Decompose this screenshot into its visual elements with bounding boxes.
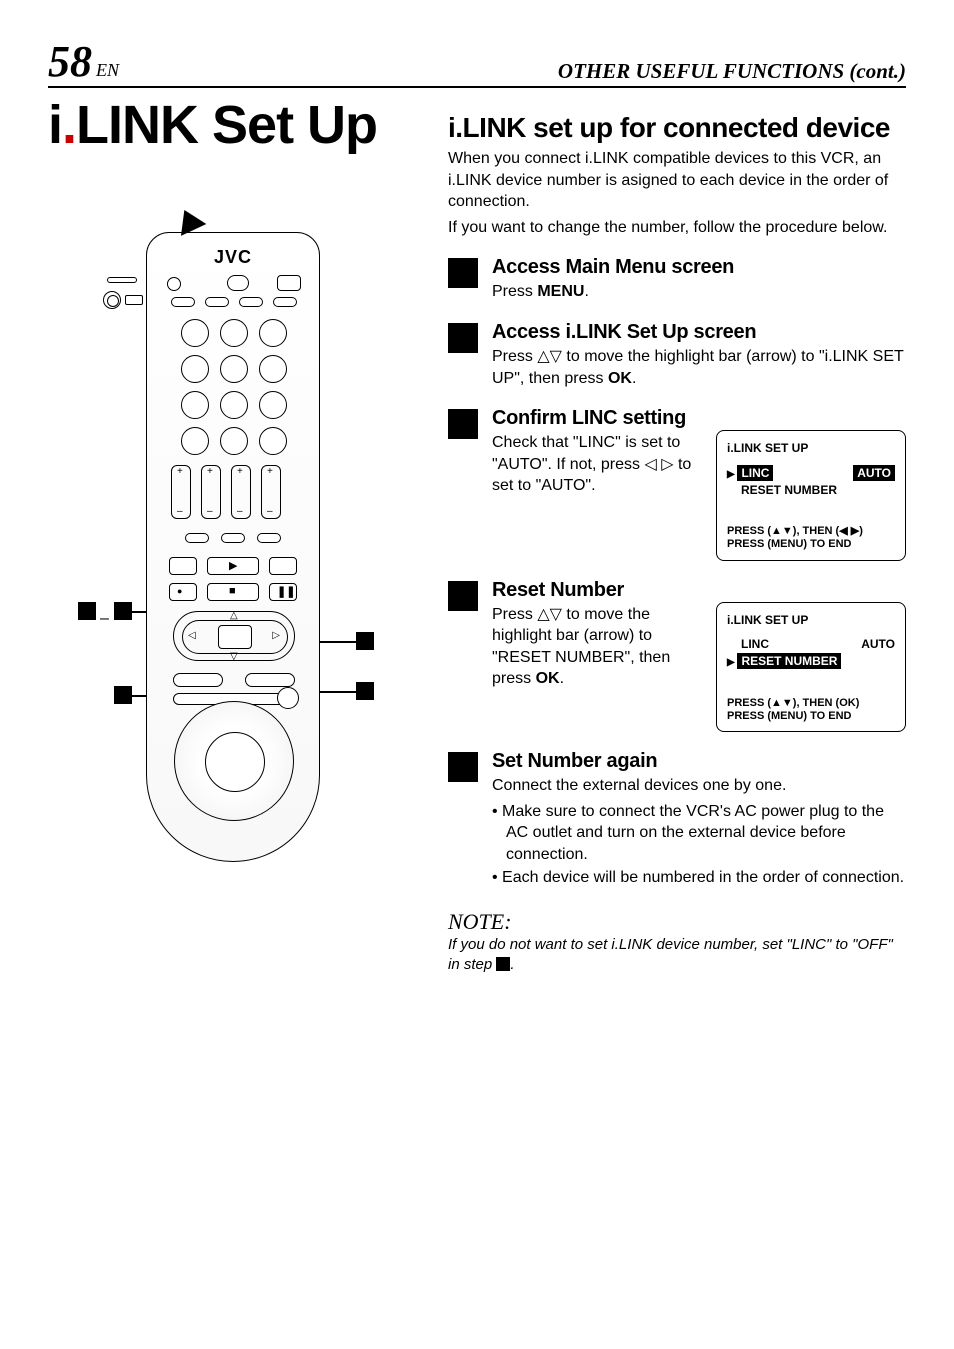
- stop-icon: ■: [229, 585, 236, 597]
- remote-btn: [259, 319, 287, 347]
- osd-auto: AUTO: [853, 465, 895, 481]
- osd-footer: PRESS (▲▼), THEN (OK) PRESS (MENU) TO EN…: [727, 697, 895, 723]
- play-icon: ▶: [229, 559, 237, 572]
- step-5: Set Number again Connect the external de…: [448, 750, 906, 889]
- note-heading: NOTE:: [448, 909, 906, 935]
- remote-emitter-icon: [172, 204, 207, 236]
- remote-btn: [181, 355, 209, 383]
- pointer-icon: ▶: [727, 657, 737, 668]
- remote-btn: [185, 533, 209, 543]
- step-title: Set Number again: [492, 750, 906, 773]
- step-body: Check that "LINC" is set to "AUTO". If n…: [492, 432, 704, 497]
- remote-btn: [220, 391, 248, 419]
- remote-btn: [245, 673, 295, 687]
- callout-box-a: [78, 602, 96, 620]
- step-1: Access Main Menu screen Press MENU.: [448, 256, 906, 303]
- callout-dash: –: [100, 610, 109, 628]
- remote-body: JVC: [146, 232, 320, 862]
- page-number-block: 58EN: [48, 40, 119, 84]
- osd-screen-2: i.LINK SET UP LINC AUTO ▶ RESET NUMBER P…: [716, 602, 906, 732]
- remote-btn: [205, 297, 229, 307]
- remote-btn: [227, 275, 249, 291]
- osd-linc: LINC: [737, 465, 773, 481]
- remote-btn: [171, 297, 195, 307]
- step-bullets: Make sure to connect the VCR's AC power …: [492, 801, 906, 889]
- step-ref-icon: [496, 957, 510, 971]
- remote-btn: [181, 319, 209, 347]
- page-number: 58: [48, 37, 92, 86]
- step-4: Reset Number Press △▽ to move the highli…: [448, 579, 906, 732]
- osd-reset: RESET NUMBER: [737, 653, 841, 669]
- intro-p1: When you connect i.LINK compatible devic…: [448, 148, 906, 213]
- step-marker: [448, 323, 478, 353]
- pause-icon: ❚❚: [277, 585, 295, 598]
- remote-btn: [257, 533, 281, 543]
- callout-box-b: [114, 602, 132, 620]
- bullet: Each device will be numbered in the orde…: [492, 867, 906, 889]
- header: 58EN OTHER USEFUL FUNCTIONS (cont.): [48, 40, 906, 88]
- step-title: Access Main Menu screen: [492, 256, 906, 279]
- remote-btn: [173, 673, 223, 687]
- osd-title: i.LINK SET UP: [727, 441, 895, 455]
- remote-wrap: – JVC: [78, 232, 388, 862]
- external-device-icon: [103, 277, 143, 317]
- remote-btn: [169, 557, 197, 575]
- callout-box-d: [356, 632, 374, 650]
- remote-btn: [220, 355, 248, 383]
- step-title: Confirm LINC setting: [492, 407, 906, 430]
- osd-footer: PRESS (▲▼), THEN (◀ ▶) PRESS (MENU) TO E…: [727, 525, 895, 551]
- step-marker: [448, 752, 478, 782]
- page-lang: EN: [96, 60, 119, 80]
- remote-btn: [239, 297, 263, 307]
- remote-btn: [259, 427, 287, 455]
- osd-linc: LINC: [727, 637, 769, 651]
- remote-btn: [277, 275, 301, 291]
- bullet: Make sure to connect the VCR's AC power …: [492, 801, 906, 866]
- pointer-icon: ▶: [727, 469, 737, 480]
- remote-btn: [169, 583, 197, 601]
- jog-dial: [174, 701, 294, 821]
- remote-btn: [269, 557, 297, 575]
- remote-brand: JVC: [147, 247, 319, 268]
- section-title: OTHER USEFUL FUNCTIONS (cont.): [558, 59, 906, 84]
- osd-screen-1: i.LINK SET UP ▶ LINC AUTO RESET NUMBER P…: [716, 430, 906, 560]
- remote-btn: [167, 277, 181, 291]
- step-2: Access i.LINK Set Up screen Press △▽ to …: [448, 321, 906, 389]
- step-body: Connect the external devices one by one.: [492, 775, 906, 797]
- intro-p2: If you want to change the number, follow…: [448, 217, 906, 239]
- step-title: Access i.LINK Set Up screen: [492, 321, 906, 344]
- callout-box-e: [356, 682, 374, 700]
- d-pad: △ ▽ ◁ ▷: [173, 611, 295, 661]
- step-body: Press MENU.: [492, 281, 906, 303]
- content-column: i.LINK set up for connected device When …: [448, 112, 906, 975]
- remote-btn: [259, 355, 287, 383]
- step-3: Confirm LINC setting Check that "LINC" i…: [448, 407, 906, 560]
- callout-box-c: [114, 686, 132, 704]
- remote-btn: [277, 687, 299, 709]
- remote-btn: [259, 391, 287, 419]
- step-marker: [448, 581, 478, 611]
- remote-btn: [181, 391, 209, 419]
- note-body: If you do not want to set i.LINK device …: [448, 935, 906, 976]
- step-body: Press △▽ to move the highlight bar (arro…: [492, 346, 906, 389]
- osd-title: i.LINK SET UP: [727, 613, 895, 627]
- step-marker: [448, 258, 478, 288]
- step-body: Press △▽ to move the highlight bar (arro…: [492, 604, 704, 690]
- intro-heading: i.LINK set up for connected device: [448, 112, 906, 144]
- remote-btn: [220, 427, 248, 455]
- remote-btn: [221, 533, 245, 543]
- osd-reset: RESET NUMBER: [727, 483, 837, 497]
- remote-illustration-column: – JVC: [48, 112, 418, 975]
- remote-btn: [181, 427, 209, 455]
- step-marker: [448, 409, 478, 439]
- remote-btn: [220, 319, 248, 347]
- remote-btn: [273, 297, 297, 307]
- step-title: Reset Number: [492, 579, 906, 602]
- osd-auto: AUTO: [861, 637, 895, 651]
